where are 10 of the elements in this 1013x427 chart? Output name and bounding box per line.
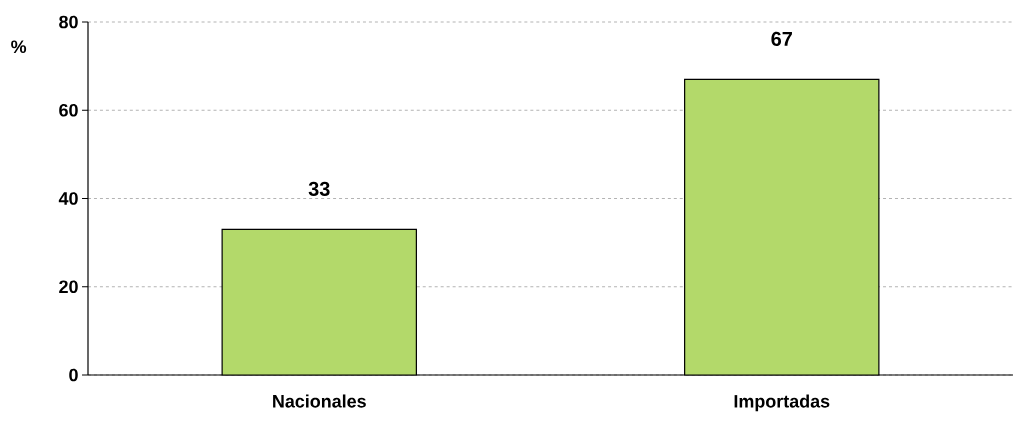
y-tick-label: 20	[59, 280, 78, 294]
y-tick-label: 60	[59, 103, 78, 117]
x-tick-label: Nacionales	[273, 394, 366, 408]
x-tick-label: Importadas	[734, 394, 830, 412]
y-tick-label: 0	[69, 368, 78, 382]
data-label: 67	[771, 31, 792, 46]
data-label: 33	[308, 181, 330, 196]
y-axis-title: %	[11, 40, 27, 54]
y-tick-label: 80	[59, 15, 78, 29]
y-tick-label: 40	[58, 192, 78, 205]
